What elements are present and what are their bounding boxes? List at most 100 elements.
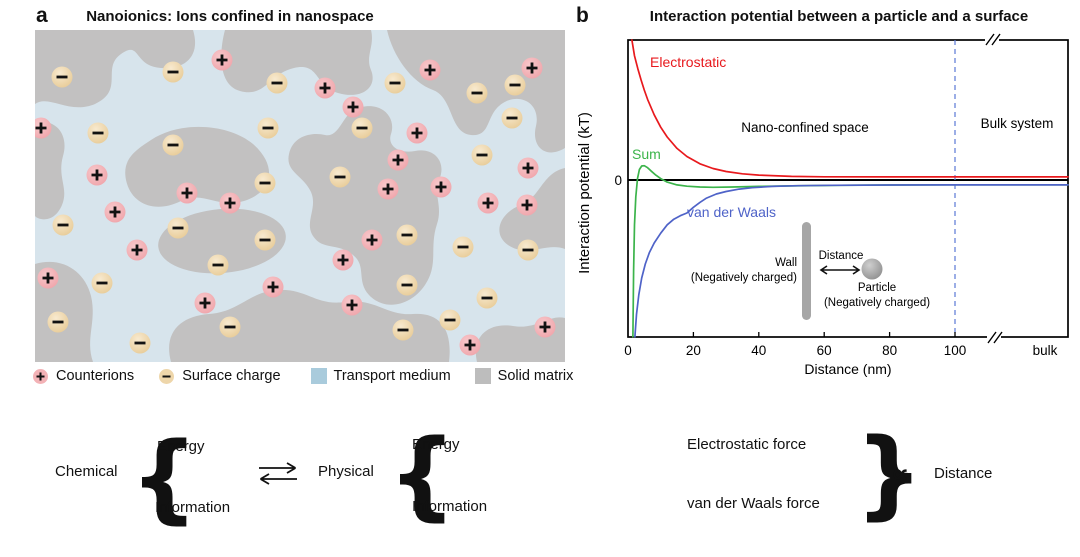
surface-charge-ion — [392, 319, 414, 341]
legend-item-transport-medium: Transport medium — [310, 368, 451, 384]
van-der-waals-curve-label: van der Waals — [687, 204, 776, 220]
counterion — [219, 192, 241, 214]
x-tick-100: 100 — [944, 343, 967, 358]
counterion — [459, 334, 481, 356]
legend-label: Solid matrix — [497, 368, 574, 384]
surface-charge-ion — [439, 309, 461, 331]
surface-charge-ion — [257, 117, 279, 139]
counterion — [332, 249, 354, 271]
counterion — [104, 201, 126, 223]
solid-matrix-blobs — [35, 30, 565, 362]
surface-charge-ion — [384, 72, 406, 94]
axis-break-bottom-icon — [987, 331, 1003, 344]
surface-charge-ion — [351, 117, 373, 139]
x-tick-20: 20 — [686, 343, 701, 358]
panel-a-label: a — [36, 4, 48, 27]
surface-charge-ion — [501, 107, 523, 129]
surface-charge-ion — [47, 311, 69, 333]
counterion — [430, 176, 452, 198]
chemical-information: Information — [155, 499, 231, 516]
surface-charge-ion — [51, 66, 73, 88]
x-tick-bulk: bulk — [1033, 343, 1058, 358]
chemical-energy: Energy — [157, 438, 205, 455]
surface-charge-ion — [452, 236, 474, 258]
y-axis-label: Interaction potential (kT) — [576, 112, 593, 274]
x-tick-60: 60 — [817, 343, 832, 358]
surface-charge-ion — [87, 122, 109, 144]
surface-charge-ion — [162, 134, 184, 156]
physical-information: Information — [412, 498, 488, 515]
particle-circle — [861, 258, 883, 280]
wall-bar — [802, 222, 811, 320]
physical-brace: { — [388, 419, 457, 531]
axis-break-top-icon — [985, 33, 1001, 46]
surface-charge-ion — [329, 166, 351, 188]
counterion — [361, 229, 383, 251]
chemical-label: Chemical — [55, 463, 118, 480]
sum-curve-label: Sum — [632, 146, 661, 162]
wall-sublabel: (Negatively charged) — [691, 272, 797, 284]
counterion — [419, 59, 441, 81]
ions-layer — [35, 49, 556, 356]
legend-label: Surface charge — [182, 368, 281, 384]
wall-label: Wall — [775, 257, 797, 269]
counterion — [314, 77, 336, 99]
panel-a-legend: Counterions Surface charge Transport med… — [32, 363, 577, 389]
panel-a-title: Nanoionics: Ions confined in nanospace — [86, 8, 374, 25]
counterion — [342, 96, 364, 118]
curves-layer — [631, 39, 1069, 338]
bulk-system-label: Bulk system — [981, 116, 1054, 131]
electrostatic-curve-label: Electrostatic — [650, 54, 726, 70]
surface-charge-ion — [162, 61, 184, 83]
counterion — [194, 292, 216, 314]
wall-particle-inset: Wall (Negatively charged) Distance Parti… — [691, 222, 930, 320]
legend-item-solid-matrix: Solid matrix — [474, 368, 574, 384]
surface-charge-ion — [91, 272, 113, 294]
curve-electrostatic — [631, 39, 1069, 178]
distance-double-arrow-icon — [819, 265, 861, 275]
panel-b-title: Interaction potential between a particle… — [649, 8, 1029, 25]
counterion — [516, 194, 538, 216]
counterion — [341, 294, 363, 316]
legend-label: Counterions — [56, 368, 135, 384]
interaction-potential-chart: Interaction potential (kT) Electrostatic… — [576, 33, 1069, 377]
surface-charge-ion — [266, 72, 288, 94]
surface-charge-ion — [504, 74, 526, 96]
surface-charge-ion — [207, 254, 229, 276]
x-tick-40: 40 — [751, 343, 766, 358]
x-tick-80: 80 — [882, 343, 897, 358]
panel-b-label: b — [576, 4, 589, 27]
physical-label: Physical — [318, 463, 374, 480]
forces-brace: } — [855, 418, 924, 530]
surface-charge-ion — [476, 287, 498, 309]
surface-charge-ion — [396, 274, 418, 296]
surface-charge-ion — [254, 172, 276, 194]
counterion — [477, 192, 499, 214]
counterion — [521, 57, 543, 79]
distance-relation-label: Distance — [934, 465, 993, 482]
legend-label: Transport medium — [333, 368, 451, 384]
van-der-waals-force-label: van der Waals force — [687, 495, 820, 512]
counterion — [37, 267, 59, 289]
counterion — [176, 182, 198, 204]
counterion — [406, 122, 428, 144]
electrostatic-force-label: Electrostatic force — [687, 436, 807, 453]
counterion — [211, 49, 233, 71]
particle-label: Particle — [858, 282, 896, 294]
surface-charge-ion — [517, 239, 539, 261]
surface-charge-ion — [129, 332, 151, 354]
reversible-arrows-icon — [259, 462, 297, 485]
surface-charge-icon — [159, 368, 175, 384]
counterion — [35, 117, 52, 139]
counterion — [126, 239, 148, 261]
surface-charge-ion — [219, 316, 241, 338]
proportional-to-symbol: ∝ — [891, 460, 909, 488]
y-tick-0: 0 — [614, 173, 622, 188]
counterion — [387, 149, 409, 171]
surface-charge-ion — [254, 229, 276, 251]
counterion — [534, 316, 556, 338]
nano-confined-space-label: Nano-confined space — [741, 120, 869, 135]
counterion-icon — [33, 368, 48, 384]
surface-charge-ion — [396, 224, 418, 246]
